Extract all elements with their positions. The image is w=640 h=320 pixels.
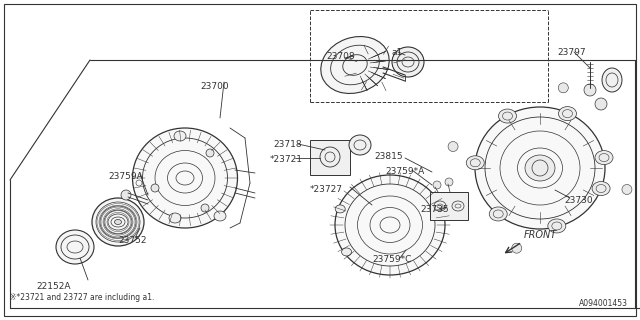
Ellipse shape bbox=[115, 220, 122, 225]
Ellipse shape bbox=[321, 36, 389, 93]
Text: ※*23721 and 23727 are including a1.: ※*23721 and 23727 are including a1. bbox=[10, 293, 154, 302]
Ellipse shape bbox=[214, 211, 226, 221]
Ellipse shape bbox=[602, 68, 622, 92]
Text: 23815: 23815 bbox=[374, 152, 403, 161]
Circle shape bbox=[558, 83, 568, 93]
Text: 23759A: 23759A bbox=[108, 172, 143, 181]
Text: A094001453: A094001453 bbox=[579, 299, 628, 308]
Text: FRONT: FRONT bbox=[524, 230, 557, 240]
Ellipse shape bbox=[92, 198, 144, 246]
Text: 23730: 23730 bbox=[564, 196, 593, 205]
Ellipse shape bbox=[174, 131, 186, 141]
Circle shape bbox=[151, 184, 159, 192]
Ellipse shape bbox=[595, 151, 613, 164]
Circle shape bbox=[584, 84, 596, 96]
Ellipse shape bbox=[467, 156, 484, 170]
Ellipse shape bbox=[335, 175, 445, 275]
Circle shape bbox=[622, 185, 632, 195]
Text: a1: a1 bbox=[392, 48, 403, 57]
Ellipse shape bbox=[433, 201, 443, 209]
Ellipse shape bbox=[132, 128, 237, 228]
Bar bbox=[430, 192, 468, 220]
Ellipse shape bbox=[592, 181, 610, 196]
Bar bbox=[310, 140, 350, 175]
Ellipse shape bbox=[349, 135, 371, 155]
Text: 23797: 23797 bbox=[557, 48, 586, 57]
Text: 23759*C: 23759*C bbox=[372, 255, 412, 264]
Ellipse shape bbox=[548, 219, 566, 233]
Circle shape bbox=[121, 190, 131, 200]
Text: 23735: 23735 bbox=[420, 205, 449, 214]
Ellipse shape bbox=[335, 205, 345, 213]
Ellipse shape bbox=[499, 109, 516, 123]
Text: 23759*A: 23759*A bbox=[385, 167, 424, 176]
Text: *23721: *23721 bbox=[270, 155, 303, 164]
Circle shape bbox=[206, 149, 214, 157]
Text: *23727: *23727 bbox=[310, 185, 343, 194]
Ellipse shape bbox=[342, 248, 351, 256]
Text: 23752: 23752 bbox=[118, 236, 147, 245]
Circle shape bbox=[512, 243, 522, 253]
Text: 23700: 23700 bbox=[200, 82, 228, 91]
Ellipse shape bbox=[169, 213, 181, 223]
Text: 23708: 23708 bbox=[326, 52, 355, 61]
Text: 22152A: 22152A bbox=[36, 282, 70, 291]
Ellipse shape bbox=[525, 155, 555, 181]
Circle shape bbox=[448, 141, 458, 151]
Circle shape bbox=[433, 181, 441, 189]
Circle shape bbox=[445, 178, 453, 186]
Ellipse shape bbox=[489, 207, 508, 221]
Ellipse shape bbox=[475, 107, 605, 229]
Ellipse shape bbox=[56, 230, 94, 264]
Circle shape bbox=[595, 98, 607, 110]
Circle shape bbox=[201, 204, 209, 212]
Text: 23718: 23718 bbox=[273, 140, 301, 149]
Ellipse shape bbox=[559, 107, 577, 121]
Ellipse shape bbox=[392, 47, 424, 77]
